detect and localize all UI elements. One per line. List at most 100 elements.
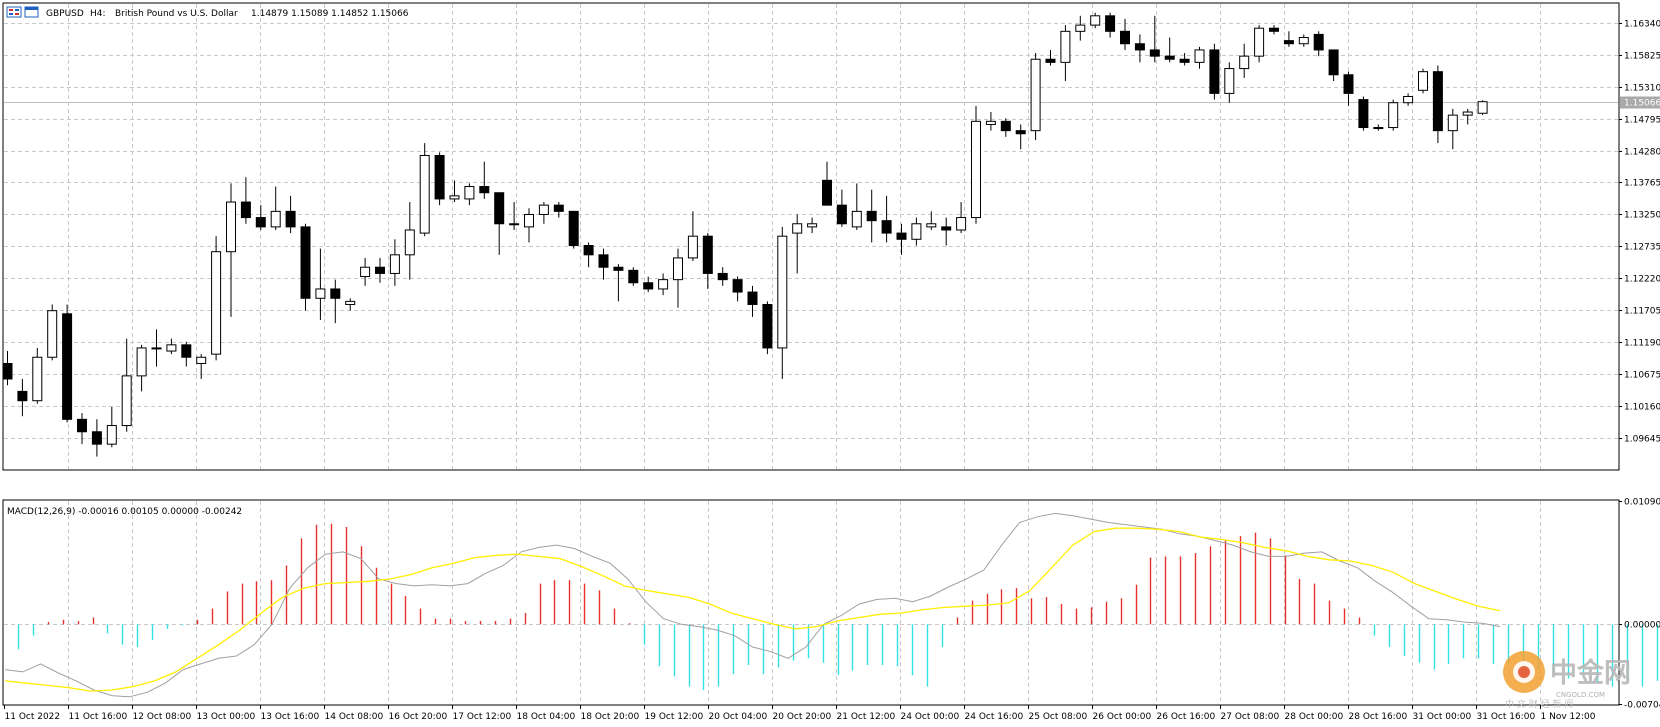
candle [1016, 124, 1025, 149]
chart-description: British Pound vs U.S. Dollar [115, 9, 238, 19]
candle [48, 304, 57, 360]
candle [63, 304, 72, 422]
candle-body-bull [48, 311, 57, 358]
candle-body-bull [539, 205, 548, 214]
candle-body-bear [897, 233, 906, 239]
macd-tick-label: 0.00000 [1624, 621, 1660, 631]
time-tick-label: 17 Oct 12:00 [453, 712, 512, 722]
candle-body-bull [525, 214, 534, 226]
candle-body-bear [823, 180, 832, 205]
time-tick-label: 14 Oct 08:00 [325, 712, 384, 722]
candle [1225, 62, 1234, 102]
candle-body-bull [510, 224, 519, 225]
candle [703, 233, 712, 289]
time-tick-label: 28 Oct 00:00 [1285, 712, 1344, 722]
candle-body-bull [674, 258, 683, 280]
candle [241, 177, 250, 224]
candle-body-bear [1314, 34, 1323, 50]
candle [718, 267, 727, 286]
candle [1270, 25, 1279, 34]
price-pane-frame [3, 3, 1619, 470]
candle-body-bull [107, 426, 116, 445]
candle [1061, 25, 1070, 81]
time-tick-label: 24 Oct 00:00 [901, 712, 960, 722]
candle-body-bear [1270, 28, 1279, 31]
candle [569, 211, 578, 248]
candle-body-bear [3, 363, 12, 379]
candle-body-bear [18, 391, 27, 400]
candle-body-bear [182, 345, 191, 357]
candle-body-bear [584, 246, 593, 255]
candle-body-bull [957, 218, 966, 230]
candle [450, 180, 459, 202]
price-tick-label: 1.14280 [1624, 148, 1660, 158]
candle-body-bull [1255, 28, 1264, 56]
chart-window-icon[interactable] [25, 7, 38, 17]
candle [331, 280, 340, 323]
candle [271, 187, 280, 230]
candle-body-bear [614, 267, 623, 270]
price-tick-label: 1.15310 [1624, 84, 1660, 94]
candle-body-bear [256, 218, 265, 227]
price-tick-label: 1.12735 [1624, 243, 1660, 253]
candle-body-bear [1284, 41, 1293, 44]
time-tick-label: 31 Oct 16:00 [1477, 712, 1536, 722]
candle [1359, 97, 1368, 131]
candle-body-bull [316, 289, 325, 298]
candle-body-bear [78, 419, 87, 431]
candle-body-bear [1329, 50, 1338, 75]
candle-body-bear [1210, 50, 1219, 93]
time-tick-label: 1 Nov 12:00 [1541, 712, 1596, 722]
candle [957, 202, 966, 233]
candle [182, 342, 191, 367]
candle [510, 202, 519, 230]
candle [435, 152, 444, 205]
candle-body-bull [1076, 25, 1085, 31]
chart-menu-icon[interactable] [7, 7, 21, 17]
price-tick-label: 1.16340 [1624, 20, 1660, 30]
candle-body-bull [912, 224, 921, 240]
time-tick-label: 31 Oct 00:00 [1413, 712, 1472, 722]
time-tick-label: 25 Oct 08:00 [1029, 712, 1088, 722]
candle [1389, 100, 1398, 131]
candle [1255, 25, 1264, 62]
candle [1121, 19, 1130, 50]
candle-body-bull [1404, 97, 1413, 103]
candle-body-bear [301, 227, 310, 298]
watermark-text: 中金网 [1550, 657, 1631, 689]
chart-symbol: GBPUSD [46, 9, 84, 19]
candle-body-bull [197, 357, 206, 363]
candle [92, 419, 101, 456]
price-tick-label: 1.10675 [1624, 371, 1660, 381]
candle [584, 242, 593, 267]
candle [1076, 16, 1085, 41]
candle-body-bear [837, 205, 846, 224]
candle [897, 224, 906, 255]
candle-body-bear [286, 211, 295, 227]
candle-body-bear [1359, 100, 1368, 128]
candle-body-bear [733, 280, 742, 292]
candle [599, 249, 608, 280]
candle-body-bear [718, 273, 727, 279]
candle [629, 267, 638, 286]
candle-body-bull [390, 255, 399, 274]
candle [1284, 31, 1293, 47]
candle [405, 202, 414, 280]
candle-body-bull [1061, 31, 1070, 62]
candle-body-bull [167, 345, 176, 351]
candle-body-bear [942, 227, 951, 230]
macd-label: MACD(12,26,9) -0.00016 0.00105 0.00000 -… [7, 507, 242, 517]
price-tick-label: 1.10160 [1624, 403, 1660, 413]
time-tick-label: 12 Oct 08:00 [133, 712, 192, 722]
time-tick-label: 13 Oct 00:00 [197, 712, 256, 722]
candle-body-bull [1448, 115, 1457, 131]
candle-body-bull [808, 224, 817, 227]
candle-body-bear [1001, 121, 1010, 130]
candle-body-bear [1180, 59, 1189, 62]
candle [837, 190, 846, 227]
watermark-tagline: 中 文 财 经 新 闻 [1505, 698, 1573, 710]
candle [1150, 16, 1159, 63]
candle [3, 351, 12, 385]
candle [808, 218, 817, 234]
